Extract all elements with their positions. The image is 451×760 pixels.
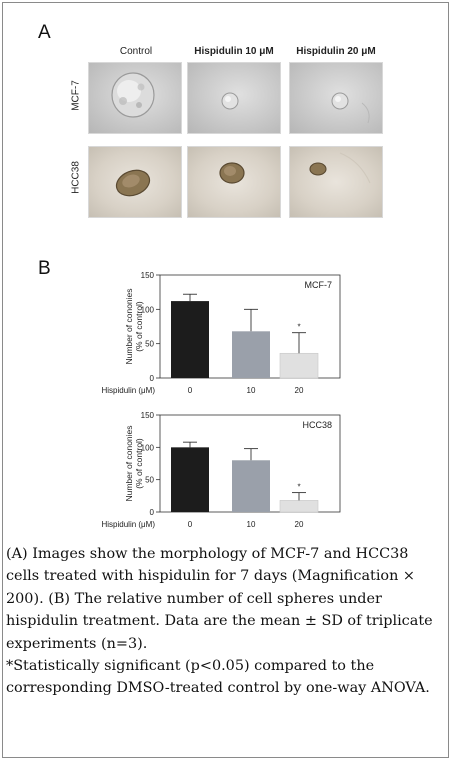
y-axis-title: Number of cononies	[124, 288, 134, 364]
y-axis-title: (% of control)	[134, 301, 144, 352]
panel-a-letter: A	[38, 22, 51, 43]
y-tick-label: 0	[150, 508, 155, 517]
micrograph-hcc38-10um	[187, 146, 281, 218]
x-axis-label: Hispidulin (μM)	[101, 386, 155, 395]
y-axis-title: Number of cononies	[124, 425, 134, 501]
y-tick-label: 100	[141, 443, 155, 452]
category-label: 10	[247, 386, 256, 395]
y-tick-label: 150	[141, 411, 155, 420]
category-label: 20	[295, 520, 304, 529]
category-label: 0	[188, 386, 193, 395]
bar	[171, 447, 209, 512]
caption-main: (A) Images show the morphology of MCF-7 …	[6, 546, 433, 652]
y-tick-label: 50	[145, 476, 154, 485]
bar	[279, 500, 319, 513]
micrograph-hcc38-control	[88, 146, 182, 218]
y-tick-label: 50	[145, 340, 154, 349]
column-header-control: Control	[119, 46, 153, 57]
caption-significance: *Statistically significant (p<0.05) comp…	[6, 658, 430, 697]
micrograph-mcf7-control	[88, 62, 182, 134]
y-tick-label: 100	[141, 305, 155, 314]
legend-label: MCF-7	[305, 280, 333, 290]
bar	[171, 301, 209, 378]
y-tick-label: 150	[141, 271, 155, 280]
figure-caption: (A) Images show the morphology of MCF-7 …	[6, 543, 442, 700]
legend-label: HCC38	[302, 420, 332, 430]
bar	[279, 352, 319, 379]
micrograph-hcc38-20um	[289, 146, 383, 218]
category-label: 10	[247, 520, 256, 529]
micrograph-mcf7-10um	[187, 62, 281, 134]
micrograph-mcf7-20um	[289, 62, 383, 134]
y-axis-title: (% of control)	[134, 438, 144, 489]
category-label: 20	[295, 386, 304, 395]
y-tick-label: 0	[150, 374, 155, 383]
bar	[232, 460, 270, 512]
column-header-10um: Hispidulin 10 μM	[194, 46, 274, 57]
panel-b-letter: B	[38, 258, 51, 279]
significance-marker: *	[297, 323, 300, 332]
category-label: 0	[188, 520, 193, 529]
column-header-20um: Hispidulin 20 μM	[296, 46, 376, 57]
x-axis-label: Hispidulin (μM)	[101, 520, 155, 529]
bar	[232, 331, 270, 378]
significance-marker: *	[297, 483, 300, 492]
